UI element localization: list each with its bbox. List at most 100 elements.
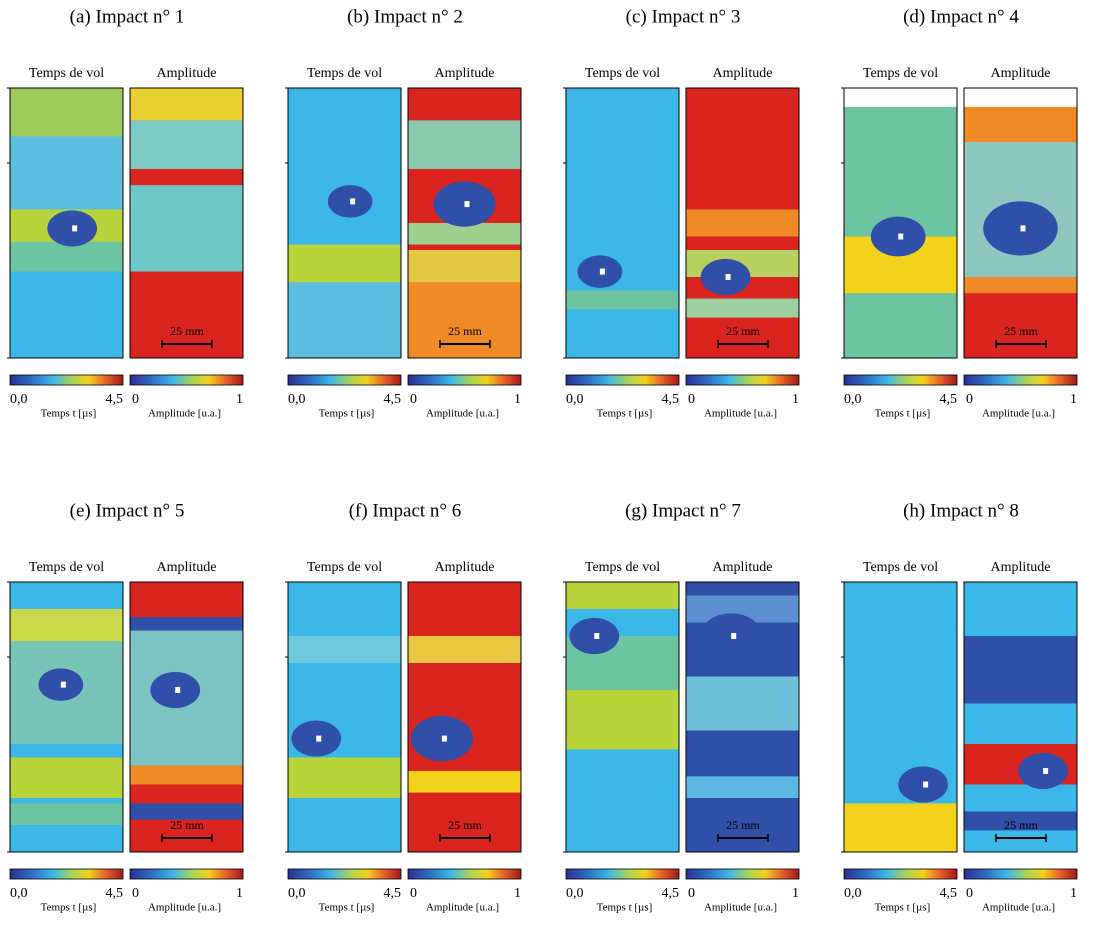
tof-caption: Temps t [µs] [875,408,931,420]
frame [287,87,402,359]
colorbar [287,374,402,386]
tof-min: 0,0 [566,392,584,407]
tof-max: 4,5 [106,392,124,407]
scan-band [130,617,243,631]
amp-label: Amplitude [157,66,217,81]
frame [129,581,244,853]
scan-band [288,757,401,798]
scan-band [10,609,123,642]
amp-caption: Amplitude [u.a.] [426,902,499,914]
tof-max: 4,5 [106,886,124,901]
colorbar [685,868,800,880]
scan-image [964,88,1077,358]
scan-band [844,803,957,852]
scan-band [686,298,799,318]
amp-min: 0 [966,886,973,901]
scan-image [10,88,123,358]
amp-min: 0 [688,886,695,901]
amp-caption: Amplitude [u.a.] [982,902,1055,914]
tof-max: 4,5 [384,886,402,901]
scan-band [686,676,799,731]
tof-min: 0,0 [10,392,28,407]
amp-max: 1 [236,392,243,407]
scan-band [10,88,123,137]
scan-band [408,282,521,358]
scan-band [686,776,799,798]
gap [725,274,731,280]
scan-band [408,250,521,283]
colorbar [129,374,244,386]
tof-caption: Temps t [µs] [41,408,97,420]
tof-caption: Temps t [µs] [319,902,375,914]
scan-image [408,582,521,852]
tof-max: 4,5 [940,886,958,901]
scan-image [686,582,799,852]
frame [9,87,124,359]
panel-title: (c) Impact n° 3 [626,6,741,27]
scale-label: 25 mm [1004,818,1038,832]
scan-band [10,757,123,798]
gap [599,268,605,275]
amp-max: 1 [236,886,243,901]
colorbar [963,868,1078,880]
tof-min: 0,0 [566,886,584,901]
amp-min: 0 [966,392,973,407]
scan-band [10,241,123,272]
scan-image [686,88,799,358]
tof-label: Temps de vol [863,560,938,575]
tof-min: 0,0 [10,886,28,901]
gap [175,687,181,693]
colorbar [129,868,244,880]
amp-label: Amplitude [713,560,773,575]
gap [72,225,78,232]
amp-caption: Amplitude [u.a.] [704,902,777,914]
tof-max: 4,5 [662,392,680,407]
scan-base [288,582,401,852]
gap [60,681,66,688]
frame [287,581,402,853]
panel-title: (a) Impact n° 1 [70,6,185,27]
scan-band [408,120,521,169]
amp-caption: Amplitude [u.a.] [426,408,499,420]
frame [685,581,800,853]
scan-band [964,811,1077,831]
scan-image [10,582,123,852]
scan-band [566,582,679,609]
scan-band [288,244,401,283]
amp-caption: Amplitude [u.a.] [148,902,221,914]
colorbar [407,868,522,880]
tof-label: Temps de vol [585,560,660,575]
amp-min: 0 [410,886,417,901]
gap [923,781,929,788]
colorbar [407,374,522,386]
gap [316,735,322,742]
colorbar [287,868,402,880]
colorbar [9,868,124,880]
panel-title: (h) Impact n° 8 [903,500,1019,521]
colorbar [565,868,680,880]
scan-band [566,690,679,750]
amp-max: 1 [792,886,799,901]
colorbar [565,374,680,386]
amp-caption: Amplitude [u.a.] [704,408,777,420]
tof-caption: Temps t [µs] [41,902,97,914]
scan-image [844,88,957,358]
scale-label: 25 mm [726,818,760,832]
amp-label: Amplitude [435,66,495,81]
scan-band [10,803,123,825]
tof-min: 0,0 [844,886,862,901]
panel-title: (b) Impact n° 2 [347,6,463,27]
frame [407,87,522,359]
tof-max: 4,5 [384,392,402,407]
scan-base [964,582,1077,852]
amp-min: 0 [132,392,139,407]
frame [843,87,958,359]
amp-max: 1 [514,392,521,407]
scale-label: 25 mm [170,324,204,338]
frame [129,87,244,359]
amp-max: 1 [514,886,521,901]
scan-image [288,582,401,852]
frame [963,87,1078,359]
scan-band [130,803,243,820]
